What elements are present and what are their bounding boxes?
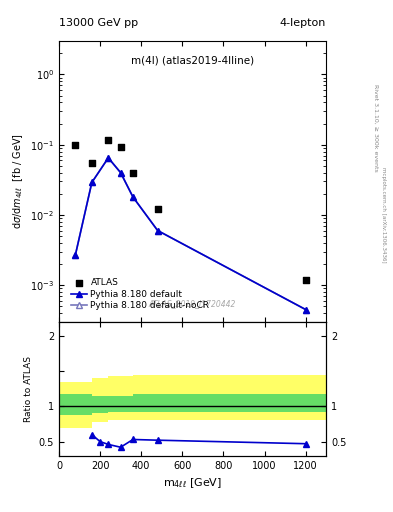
Pythia 8.180 default xyxy=(303,307,308,313)
Pythia 8.180 default-noCR xyxy=(118,169,123,176)
Pythia 8.180 default-noCR xyxy=(106,155,111,161)
Pythia 8.180 default-noCR xyxy=(90,179,94,185)
Line: Pythia 8.180 default-noCR: Pythia 8.180 default-noCR xyxy=(72,155,309,313)
Text: 13000 GeV pp: 13000 GeV pp xyxy=(59,18,138,28)
ATLAS xyxy=(105,136,112,144)
ATLAS xyxy=(303,275,309,284)
Text: m(4l) (atlas2019-4lline): m(4l) (atlas2019-4lline) xyxy=(131,55,254,65)
X-axis label: m$_{4\ell\ell}$ [GeV]: m$_{4\ell\ell}$ [GeV] xyxy=(163,476,222,490)
ATLAS xyxy=(154,205,161,214)
Y-axis label: d$\sigma$/d$m_{4\ell\ell}$  [fb / GeV]: d$\sigma$/d$m_{4\ell\ell}$ [fb / GeV] xyxy=(11,134,24,229)
Text: 4-lepton: 4-lepton xyxy=(280,18,326,28)
Pythia 8.180 default xyxy=(130,194,135,200)
Pythia 8.180 default xyxy=(90,179,94,185)
Text: ATLAS_2019_I1720442: ATLAS_2019_I1720442 xyxy=(149,299,236,308)
Line: Pythia 8.180 default: Pythia 8.180 default xyxy=(72,155,309,313)
Pythia 8.180 default-noCR xyxy=(73,252,78,258)
Pythia 8.180 default-noCR xyxy=(130,194,135,200)
Y-axis label: Ratio to ATLAS: Ratio to ATLAS xyxy=(24,356,33,422)
ATLAS xyxy=(130,168,136,177)
Text: mcplots.cern.ch [arXiv:1306.3436]: mcplots.cern.ch [arXiv:1306.3436] xyxy=(381,167,386,263)
Pythia 8.180 default-noCR xyxy=(155,227,160,233)
ATLAS xyxy=(118,143,124,152)
Pythia 8.180 default xyxy=(73,252,78,258)
Legend: ATLAS, Pythia 8.180 default, Pythia 8.180 default-noCR: ATLAS, Pythia 8.180 default, Pythia 8.18… xyxy=(69,276,211,312)
Pythia 8.180 default xyxy=(155,227,160,233)
Pythia 8.180 default xyxy=(118,169,123,176)
ATLAS xyxy=(89,159,95,167)
Pythia 8.180 default-noCR xyxy=(303,307,308,313)
ATLAS xyxy=(72,141,79,149)
Text: Rivet 3.1.10, ≥ 300k events: Rivet 3.1.10, ≥ 300k events xyxy=(373,84,378,172)
Pythia 8.180 default xyxy=(106,155,111,161)
